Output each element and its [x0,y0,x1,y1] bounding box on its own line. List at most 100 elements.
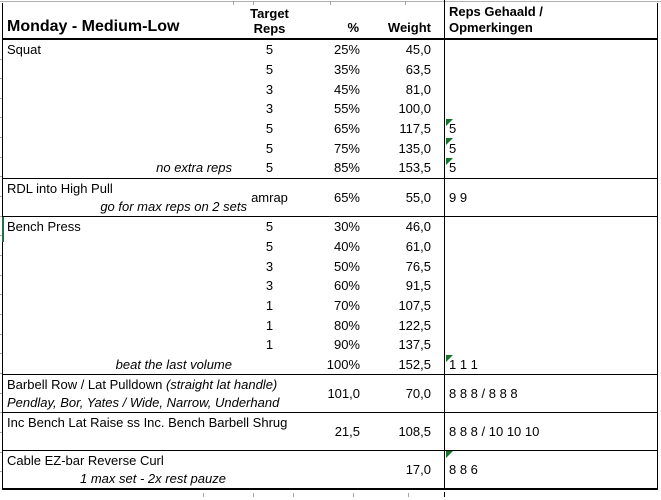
weight-cell[interactable]: 81,0 [405,81,431,97]
exercise-cell[interactable] [3,60,234,80]
result-cell[interactable]: 8 8 8 / 8 8 8 [444,375,657,413]
weight-cell[interactable]: 70,0 [405,386,431,402]
exercise-cell[interactable]: no extra reps [3,158,234,178]
gridline-stub [0,431,2,433]
weight-header[interactable]: Weight [387,20,431,35]
exercise-cell[interactable]: Squat [3,40,234,60]
weight-cell[interactable]: 122,5 [398,317,431,333]
exercise-cell[interactable] [3,335,234,355]
weight-cell[interactable]: 45,0 [405,42,431,58]
table-row: Squat 5 25% 45,0 [3,40,657,60]
exercise-cell[interactable] [3,256,234,276]
result-cell[interactable] [444,216,657,237]
target-reps-cell[interactable]: 3 [265,101,274,117]
result-cell[interactable]: 8 8 6 [444,451,657,489]
result-cell[interactable] [444,334,657,355]
target-reps-cell[interactable]: 1 [265,337,274,353]
weight-cell[interactable]: 153,5 [398,160,431,176]
target-reps-cell[interactable]: 1 [265,297,274,313]
percent-cell[interactable]: 90% [333,337,360,353]
result-cell[interactable]: 8 8 8 / 10 10 10 [444,413,657,451]
percent-cell[interactable]: 30% [333,219,360,235]
target-reps-cell[interactable] [234,355,305,375]
weight-cell[interactable]: 107,5 [398,297,431,313]
exercise-cell[interactable]: Inc Bench Lat Raise ss Inc. Bench Barbel… [3,413,287,450]
target-reps-cell[interactable]: 5 [265,219,274,235]
percent-cell[interactable] [305,451,369,488]
result-cell[interactable] [444,275,657,296]
percent-cell[interactable]: 85% [333,160,360,176]
weight-cell[interactable]: 63,5 [405,62,431,78]
result-cell[interactable] [444,40,657,60]
exercise-cell[interactable] [3,315,234,335]
percent-cell[interactable]: 65% [333,189,360,205]
result-cell[interactable] [444,99,657,119]
target-reps-cell[interactable]: 5 [265,160,274,176]
result-cell[interactable]: 5 [444,118,657,139]
exercise-cell[interactable] [3,296,234,316]
weight-cell[interactable]: 135,0 [398,140,431,156]
result-cell[interactable] [444,315,657,335]
weight-cell[interactable]: 152,5 [398,356,431,372]
result-cell[interactable]: 5 [444,158,657,178]
gridline-stub [0,313,2,315]
target-reps-cell[interactable]: amrap [251,189,288,205]
target-reps-cell[interactable]: 3 [265,81,274,97]
exercise-cell[interactable] [3,119,234,139]
exercise-cell[interactable] [3,276,234,296]
exercise-cell[interactable]: Barbell Row / Lat Pulldown (straight lat… [3,375,279,412]
percent-cell[interactable]: 75% [333,140,360,156]
percent-cell[interactable]: 70% [333,297,360,313]
weight-cell[interactable]: 137,5 [398,337,431,353]
exercise-cell[interactable]: RDL into High Pull go for max reps on 2 s… [3,179,247,216]
target-reps-cell[interactable]: 5 [265,62,274,78]
weight-cell[interactable]: 61,0 [405,238,431,254]
day-title-cell[interactable]: Monday - Medium-Low [3,18,234,38]
exercise-cell[interactable]: Bench Press [3,217,234,237]
exercise-cell[interactable] [3,138,234,158]
result-header[interactable]: Reps Gehaald / Opmerkingen [444,3,657,38]
exercise-cell[interactable] [3,237,234,257]
result-cell[interactable] [444,256,657,276]
weight-cell[interactable]: 46,0 [405,219,431,235]
percent-cell[interactable]: 65% [333,121,360,137]
result-cell[interactable]: 1 1 1 [444,354,657,375]
result-cell[interactable] [444,236,657,257]
percent-cell[interactable]: 55% [333,101,360,117]
target-reps-header[interactable]: Target Reps [234,3,305,38]
result-cell[interactable]: 9 9 [444,178,657,216]
percent-cell[interactable]: 40% [333,238,360,254]
exercise-cell[interactable]: Cable EZ-bar Reverse Curl 1 max set - 2x … [3,451,234,488]
weight-cell[interactable]: 91,5 [405,278,431,294]
percent-cell[interactable]: 101,0 [327,386,360,402]
percent-cell[interactable]: 100% [326,356,360,372]
weight-cell[interactable]: 108,5 [398,424,431,440]
percent-header[interactable]: % [347,20,359,35]
percent-cell[interactable]: 45% [333,81,360,97]
exercise-cell[interactable] [3,99,234,119]
target-reps-cell[interactable]: 5 [265,140,274,156]
result-cell[interactable] [444,59,657,80]
percent-cell[interactable]: 50% [333,258,360,274]
percent-cell[interactable]: 60% [333,278,360,294]
weight-cell[interactable]: 100,0 [398,101,431,117]
result-cell[interactable]: 5 [444,138,657,159]
target-reps-cell[interactable]: 3 [265,278,274,294]
percent-cell[interactable]: 35% [333,62,360,78]
weight-cell[interactable]: 55,0 [405,189,431,205]
target-reps-cell[interactable]: 3 [265,258,274,274]
result-cell[interactable] [444,79,657,100]
result-cell[interactable] [444,295,657,316]
exercise-cell[interactable]: beat the last volume [3,355,234,375]
target-reps-cell[interactable]: 5 [265,238,274,254]
percent-cell[interactable]: 25% [333,42,360,58]
target-reps-cell[interactable]: 1 [265,317,274,333]
weight-cell[interactable]: 76,5 [405,258,431,274]
exercise-cell[interactable] [3,79,234,99]
weight-cell[interactable]: 17,0 [405,462,431,478]
percent-cell[interactable]: 80% [333,317,360,333]
target-reps-cell[interactable]: 5 [265,42,274,58]
target-reps-cell[interactable]: 5 [265,121,274,137]
weight-cell[interactable]: 117,5 [399,121,431,137]
percent-cell[interactable]: 21,5 [334,424,360,440]
